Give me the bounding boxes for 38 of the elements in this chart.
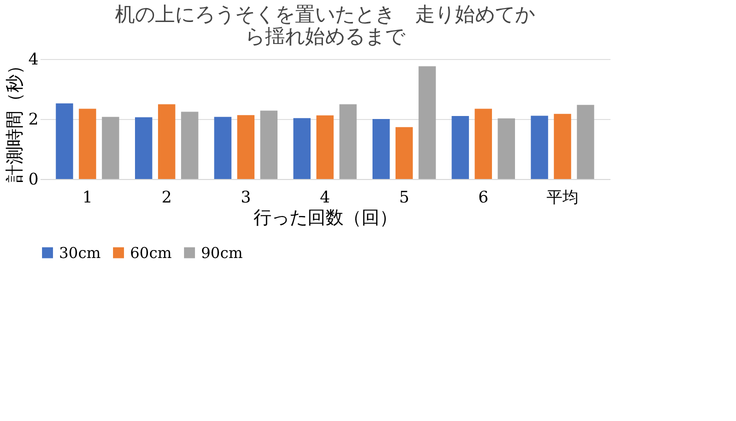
x-tick-label: 2 — [162, 188, 172, 206]
bar — [78, 108, 96, 179]
bar — [396, 127, 413, 179]
bar — [293, 118, 311, 179]
legend-label: 30cm — [59, 244, 101, 262]
bar — [474, 108, 492, 179]
x-axis-title: 行った回数（回） — [254, 208, 398, 228]
bar — [576, 104, 594, 179]
bar — [214, 116, 232, 179]
bar — [452, 116, 469, 179]
text: 机の上にろうそくを置いたとき 走り始めてか — [115, 2, 535, 26]
bar — [530, 116, 548, 179]
legend-label: 90cm — [201, 244, 243, 262]
bar — [339, 104, 357, 179]
x-tick-label: 6 — [478, 188, 488, 206]
y-tick-label: 0 — [28, 170, 38, 188]
y-tick-label: 2 — [28, 110, 38, 128]
bar — [102, 116, 120, 179]
bar — [554, 114, 572, 179]
bar — [56, 103, 74, 179]
bar — [181, 112, 198, 179]
bar — [498, 118, 515, 179]
bar — [372, 119, 390, 179]
bar — [316, 115, 334, 179]
bar — [260, 110, 278, 179]
y-axis-title: 計測時間（秒） — [4, 56, 26, 182]
x-tick-label: 3 — [240, 188, 251, 206]
bar — [135, 117, 152, 179]
x-tick-label: 4 — [320, 188, 330, 206]
bar — [158, 104, 176, 179]
bar — [237, 115, 254, 179]
legend-label: 60cm — [130, 244, 172, 262]
text: ら揺れ始めるまで — [245, 24, 405, 48]
x-tick-label: 平均 — [546, 188, 578, 206]
x-tick-label: 1 — [82, 188, 93, 206]
y-tick-label: 4 — [28, 50, 38, 68]
x-tick-label: 5 — [399, 188, 410, 206]
bar — [418, 66, 436, 179]
